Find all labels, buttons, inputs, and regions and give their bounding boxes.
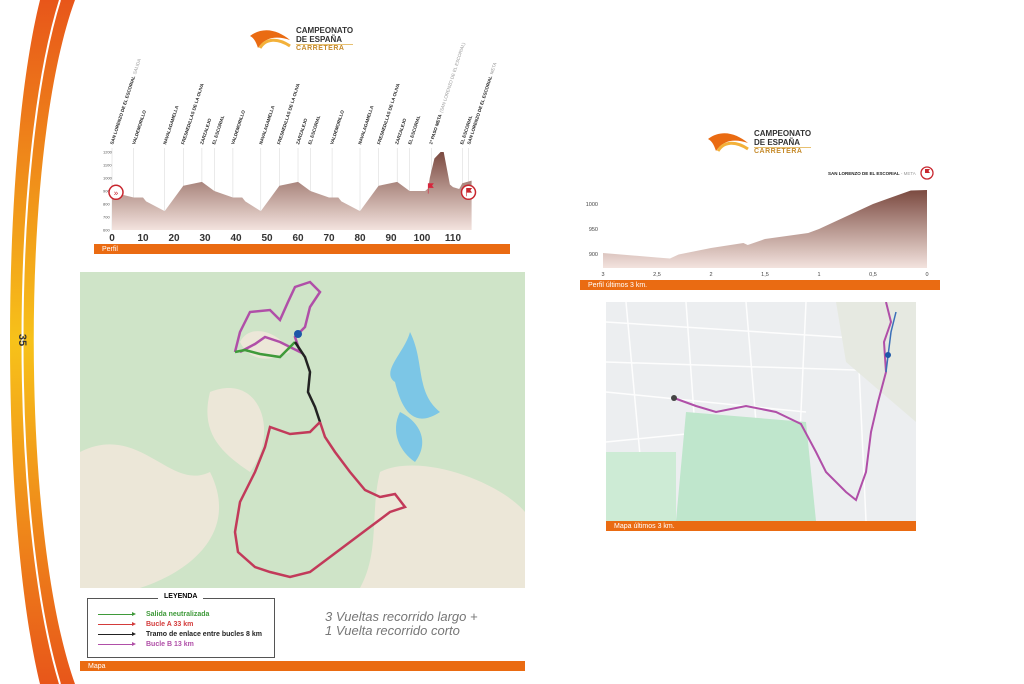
map-legend: LEYENDA Salida neutralizada Bucle A 33 km… (87, 593, 275, 658)
map-last-label-bar: Mapa últimos 3 km. (606, 521, 916, 531)
map-label-bar: Mapa (80, 661, 525, 671)
arrow-icon (98, 611, 136, 616)
start-chevrons: » (114, 188, 119, 197)
x-tick-label: 2,5 (653, 272, 661, 278)
profile-label-bar: Perfil (94, 244, 510, 254)
arrow-icon (98, 631, 136, 636)
y-tick-label: 1200 (103, 150, 113, 155)
x-tick-label: 40 (230, 233, 242, 244)
x-tick-label: 0,5 (869, 272, 877, 278)
decorative-stripe (10, 0, 75, 684)
elevation-area (112, 152, 472, 230)
x-tick-label: 3 (601, 272, 604, 278)
x-tick-label: 50 (261, 233, 273, 244)
laps-note: 3 Vueltas recorrido largo +1 Vuelta reco… (325, 609, 478, 638)
x-tick-label: 30 (199, 233, 211, 244)
legend-item: Tramo de enlace entre bucles 8 km (98, 629, 274, 639)
y-tick-label: 1000 (103, 176, 113, 181)
y-tick-label: 1000 (586, 202, 598, 208)
championship-logo: CAMPEONATO DE ESPAÑA CARRETERA (248, 26, 354, 53)
y-tick-label: 800 (103, 202, 110, 207)
arrow-icon (98, 641, 136, 646)
x-tick-label: 100 (414, 233, 431, 244)
championship-logo-2: CAMPEONATO DE ESPAÑA CARRETERA (706, 129, 812, 156)
profile-last-label-bar: Perfil últimos 3 km. (580, 280, 940, 290)
logo-swoosh-icon (250, 29, 291, 49)
logo-swoosh-icon (708, 132, 749, 152)
y-tick-label: 1100 (103, 163, 112, 168)
finish-location: SAN LORENZO DE EL ESCORIAL - META (828, 171, 916, 176)
finish-map[interactable] (606, 302, 916, 521)
x-tick-label: 80 (354, 233, 366, 244)
x-tick-label: 70 (323, 233, 335, 244)
x-tick-label: 1 (817, 272, 820, 278)
legend-item: Salida neutralizada (98, 609, 274, 619)
y-tick-label: 950 (589, 227, 598, 233)
legend-item: Bucle A 33 km (98, 619, 274, 629)
x-tick-label: 1,5 (761, 272, 769, 278)
x-tick-label: 0 (109, 233, 115, 244)
y-tick-label: 900 (103, 189, 110, 194)
y-tick-label: 600 (103, 228, 110, 233)
intermediate-flag-icon (427, 183, 434, 194)
x-tick-label: 10 (137, 233, 149, 244)
x-tick-label: 20 (168, 233, 180, 244)
start-icon (108, 184, 124, 201)
legend-item: Bucle B 13 km (98, 639, 274, 649)
y-tick-label: 900 (589, 252, 598, 258)
x-tick-label: 0 (925, 272, 928, 278)
arrow-icon (98, 621, 136, 626)
x-tick-label: 60 (292, 233, 304, 244)
y-tick-label: 700 (103, 215, 110, 220)
x-tick-label: 2 (709, 272, 712, 278)
route-map[interactable] (80, 272, 525, 588)
x-tick-label: 90 (385, 233, 397, 244)
last-3km-elevation-area (603, 190, 927, 268)
x-tick-label: 110 (445, 233, 462, 244)
